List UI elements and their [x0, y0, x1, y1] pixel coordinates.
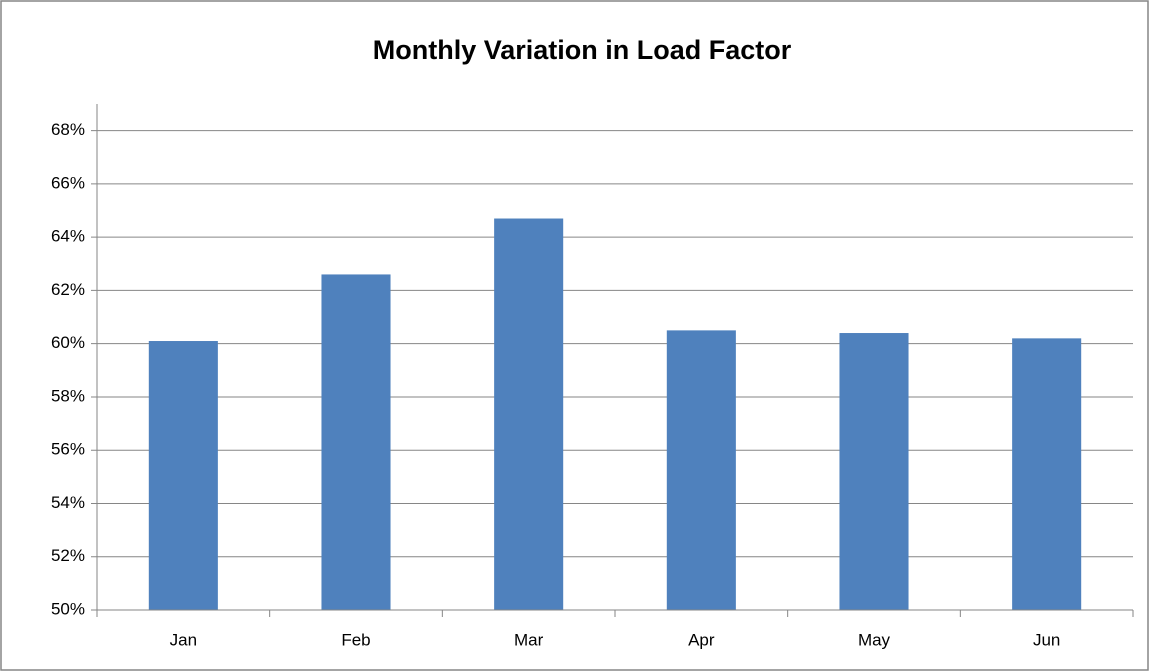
- chart-title: Monthly Variation in Load Factor: [373, 35, 792, 65]
- x-tick-label: Feb: [341, 630, 370, 649]
- y-tick-label: 58%: [51, 386, 85, 405]
- y-tick-label: 60%: [51, 333, 85, 352]
- bar: [321, 274, 391, 610]
- x-tick-label: May: [858, 630, 891, 649]
- x-tick-label: Jan: [170, 630, 197, 649]
- x-tick-label: Apr: [688, 630, 715, 649]
- y-tick-label: 64%: [51, 227, 85, 246]
- y-tick-label: 68%: [51, 120, 85, 139]
- bar: [148, 341, 218, 610]
- bar: [666, 330, 736, 610]
- x-tick-label: Mar: [514, 630, 544, 649]
- bar: [1012, 338, 1082, 610]
- bar: [494, 218, 564, 610]
- y-tick-label: 66%: [51, 173, 85, 192]
- y-tick-label: 56%: [51, 440, 85, 459]
- bar: [839, 333, 909, 610]
- y-tick-label: 62%: [51, 280, 85, 299]
- y-tick-label: 50%: [51, 599, 85, 618]
- y-tick-label: 54%: [51, 493, 85, 512]
- y-tick-label: 52%: [51, 546, 85, 565]
- x-tick-label: Jun: [1033, 630, 1060, 649]
